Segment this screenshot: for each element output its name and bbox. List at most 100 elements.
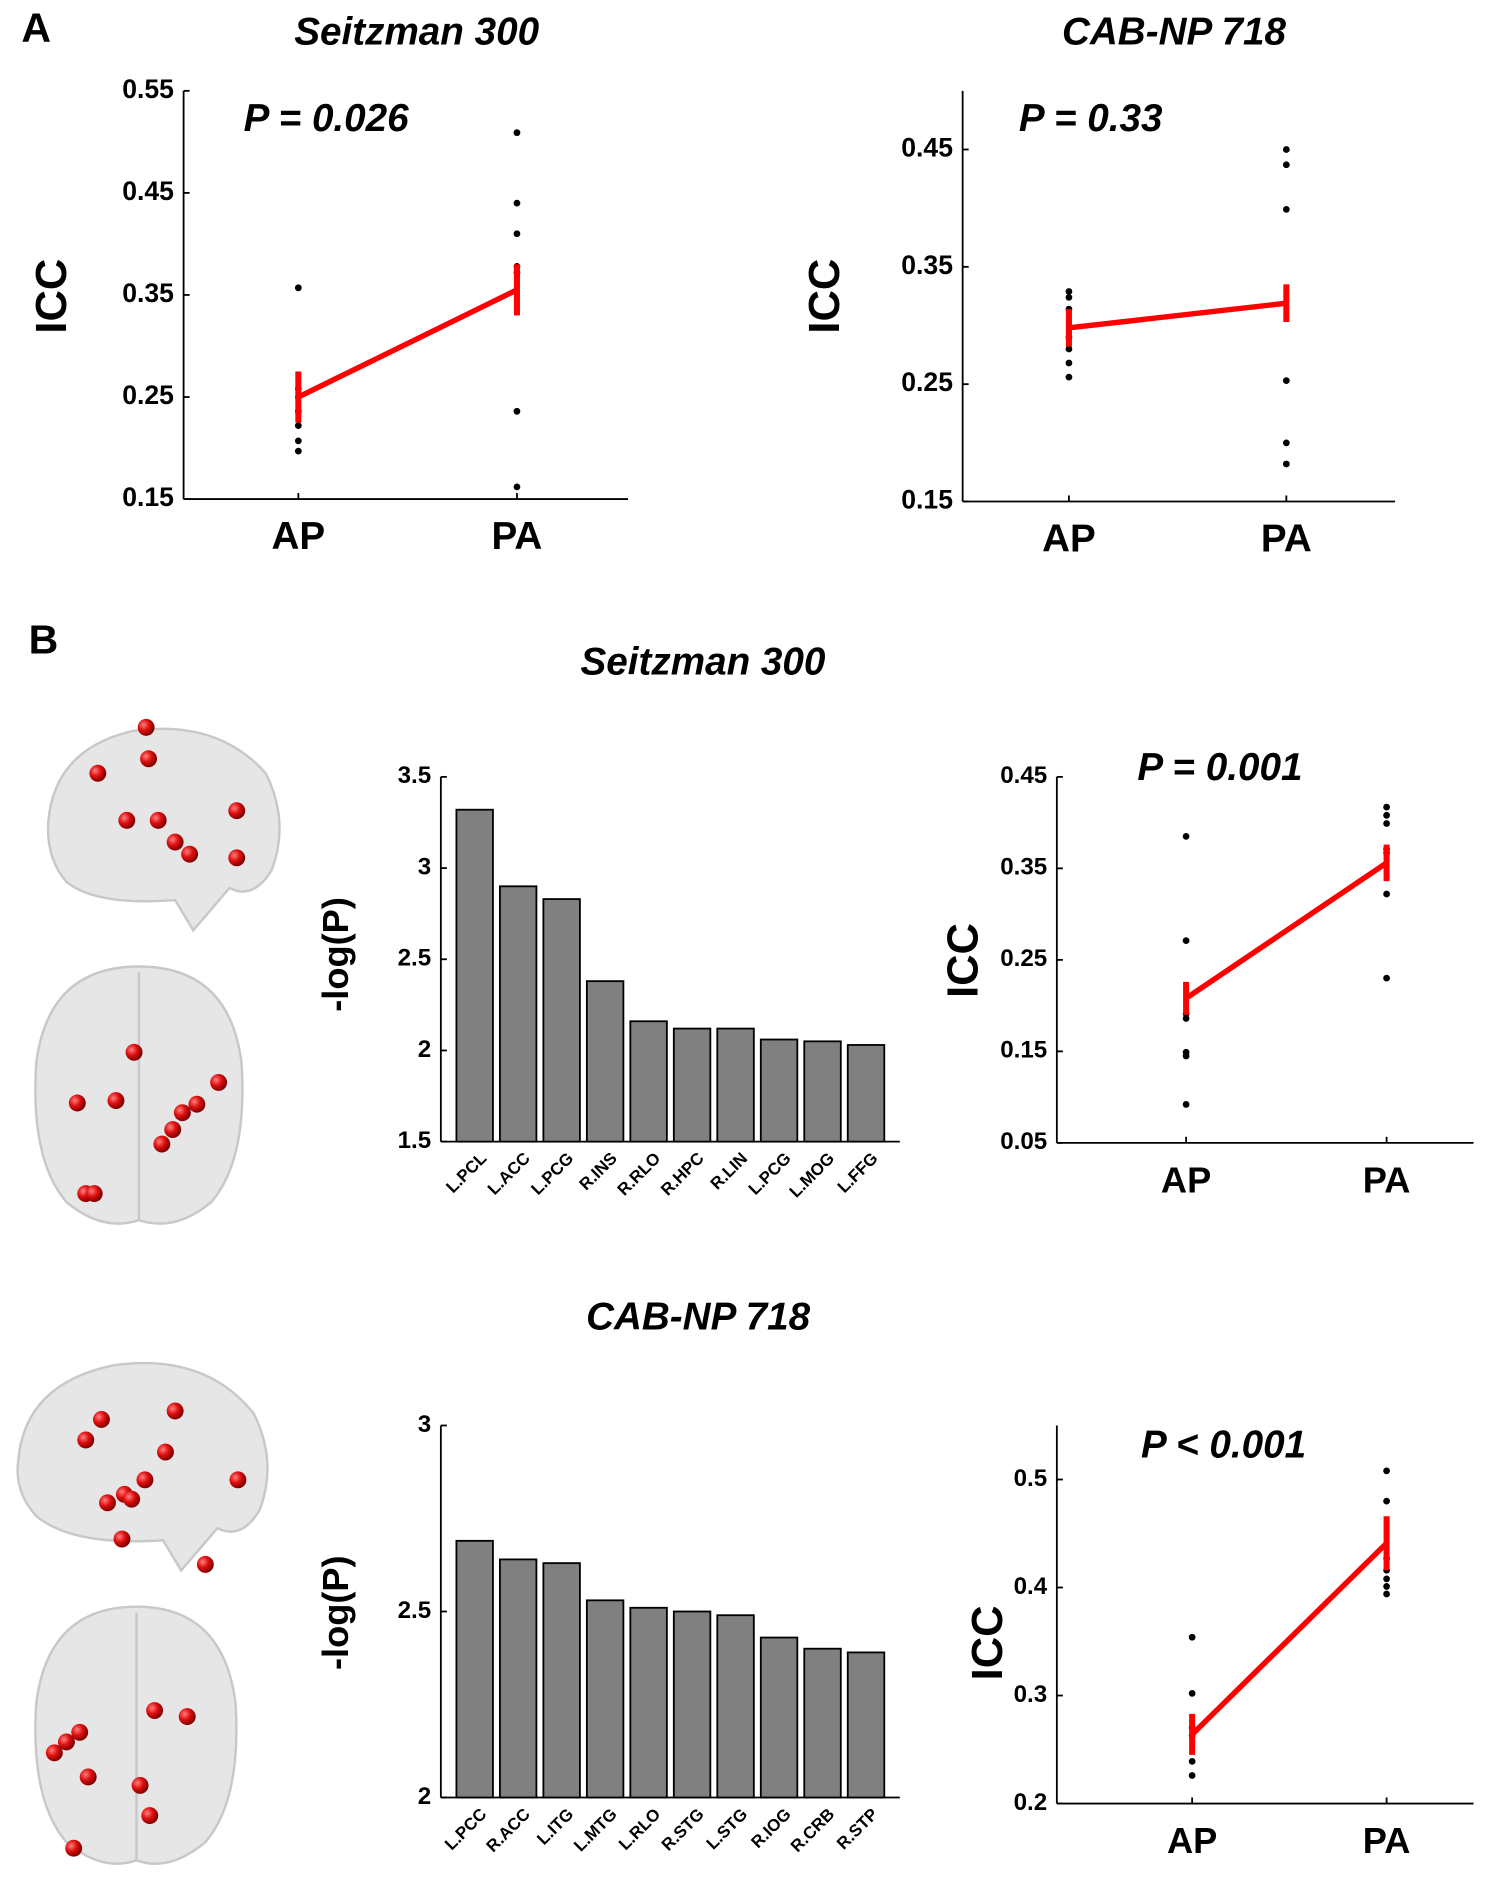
x-tick-label: R.RLO [614, 1149, 665, 1200]
x-tick-label: L.MTG [570, 1805, 621, 1856]
bar [716, 1614, 755, 1799]
x-tick-label: AP [271, 515, 325, 558]
bar [672, 1610, 712, 1799]
data-point [513, 129, 521, 137]
brain-axial [34, 965, 244, 1225]
x-tick-label: L.PCC [441, 1805, 490, 1854]
data-point [1282, 460, 1290, 468]
bar [455, 808, 494, 1143]
bar [672, 1027, 712, 1143]
x-tick-label: L.ACC [484, 1149, 534, 1199]
y-tick-label: 0.05 [1000, 1128, 1047, 1155]
x-tick-label: PA [1363, 1159, 1411, 1200]
y-tick-label: 0.25 [901, 367, 953, 397]
data-point [1282, 146, 1290, 153]
y-tick-label: 0.45 [1000, 762, 1047, 789]
y-tick-label: 0.25 [1000, 945, 1047, 972]
y-tick-label: 0.15 [901, 485, 953, 515]
data-point [1383, 1583, 1390, 1590]
x-tick-label: L.RLO [615, 1805, 664, 1854]
chart-title: Seitzman 300 [294, 10, 539, 53]
y-tick-label: 0.25 [122, 380, 174, 410]
y-tick-label: 0.35 [901, 250, 953, 280]
data-point [1282, 439, 1290, 447]
data-point [1383, 1590, 1390, 1598]
y-tick-label: 3 [418, 853, 431, 880]
y-tick-label: 2 [418, 1783, 431, 1810]
brain-sagittal [16, 1361, 269, 1573]
data-point [513, 199, 521, 207]
y-tick-label: 2.5 [398, 945, 432, 972]
bar [716, 1027, 755, 1143]
y-axis-label: -log(P) [315, 897, 356, 1012]
bar [803, 1040, 842, 1143]
x-tick-label: L.PCG [527, 1149, 577, 1199]
y-tick-label: 0.15 [1000, 1037, 1047, 1064]
data-point [1182, 1015, 1190, 1022]
data-point [1282, 377, 1290, 385]
data-point [1383, 1467, 1390, 1475]
y-tick-label: 0.15 [122, 482, 174, 512]
data-point [1383, 974, 1390, 982]
data-point [1065, 345, 1073, 353]
bar [498, 885, 538, 1143]
annotation: P = 0.33 [1019, 97, 1163, 140]
annotation: P = 0.026 [244, 97, 410, 140]
y-tick-label: 1.5 [398, 1127, 432, 1154]
panel-label: B [29, 617, 59, 663]
annotation: P = 0.001 [1137, 746, 1302, 789]
y-axis-label: -log(P) [315, 1555, 356, 1670]
section-title: CAB-NP 718 [586, 1295, 811, 1338]
bar [803, 1647, 842, 1799]
bar [498, 1558, 538, 1799]
x-tick-label: L.PCL [442, 1149, 490, 1197]
data-point [1188, 1772, 1196, 1779]
x-tick-label: AP [1167, 1820, 1217, 1861]
brain-sagittal [46, 718, 281, 933]
mean-line [1068, 300, 1287, 331]
y-tick-label: 0.35 [1000, 854, 1047, 881]
y-tick-label: 3 [418, 1411, 431, 1438]
data-point [513, 230, 521, 238]
mean-line [297, 287, 519, 400]
bar [585, 980, 625, 1143]
data-point [1383, 811, 1390, 819]
x-tick-label: AP [1042, 518, 1096, 561]
y-tick-label: 0.55 [122, 74, 174, 104]
bar [542, 1562, 581, 1799]
data-point [1188, 1758, 1196, 1765]
data-point [1383, 890, 1390, 898]
x-tick-label: PA [1363, 1820, 1411, 1861]
data-point [1182, 1101, 1190, 1108]
data-point [1182, 1052, 1190, 1060]
y-axis-label: ICC [964, 1605, 1012, 1680]
data-point [1383, 1575, 1390, 1583]
y-tick-label: 2.5 [398, 1597, 432, 1624]
x-tick-label: PA [1261, 518, 1312, 561]
x-tick-label: PA [492, 515, 543, 558]
bar [846, 1651, 886, 1799]
y-tick-label: 3.5 [398, 762, 432, 789]
y-tick-label: 2 [418, 1036, 431, 1063]
data-point [513, 407, 521, 415]
x-tick-label: L.MOG [786, 1149, 839, 1202]
bar [455, 1539, 494, 1799]
bar [759, 1636, 799, 1799]
y-tick-label: 0.3 [1014, 1681, 1048, 1708]
y-tick-label: 0.4 [1014, 1573, 1048, 1600]
chart-title: CAB-NP 718 [1062, 10, 1287, 53]
y-tick-label: 0.45 [901, 133, 953, 163]
x-tick-label: R.STP [833, 1805, 882, 1854]
data-point [1383, 803, 1390, 811]
x-tick-label: R.ACC [483, 1805, 534, 1856]
y-tick-label: 0.45 [122, 176, 174, 206]
bar [629, 1606, 668, 1799]
bar [846, 1044, 886, 1143]
x-tick-label: R.STG [658, 1805, 708, 1855]
bar [585, 1599, 625, 1799]
mean-line [1190, 1541, 1389, 1737]
y-axis-label: ICC [28, 259, 76, 334]
data-point [1065, 359, 1073, 367]
